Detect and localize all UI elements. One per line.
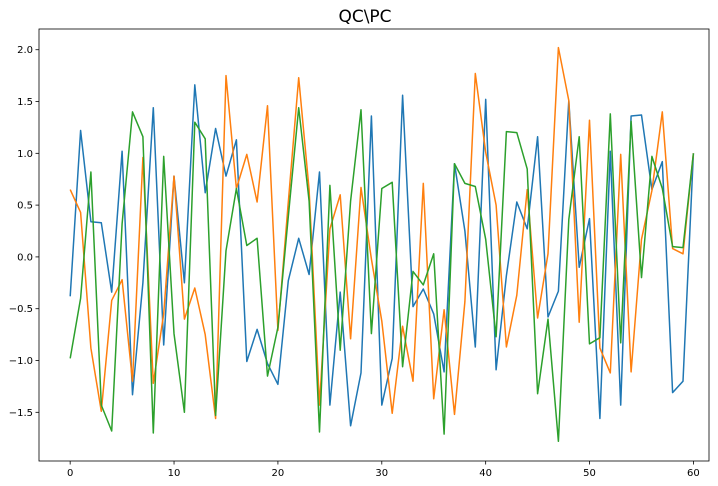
- series-lines: [69, 46, 695, 443]
- y-tick-label: −0.5: [9, 304, 33, 315]
- series-line-2: [69, 46, 695, 420]
- x-tick-label: 20: [272, 468, 285, 479]
- y-tick-label: 0.0: [17, 252, 33, 263]
- x-tick-label: 40: [479, 468, 492, 479]
- y-tick-label: −1.0: [9, 356, 33, 367]
- x-tick-label: 30: [375, 468, 388, 479]
- x-axis: 0 10 20 30 40 50 60: [67, 461, 700, 479]
- x-tick-label: 10: [168, 468, 181, 479]
- x-tick-label: 60: [687, 468, 700, 479]
- y-tick-label: −1.5: [9, 408, 33, 419]
- plot-frame: [38, 28, 710, 462]
- y-axis: −1.5 −1.0 −0.5 0.0 0.5 1.0 1.5 2.0: [9, 45, 39, 419]
- y-tick-label: 2.0: [17, 45, 33, 56]
- y-tick-label: 0.5: [17, 201, 33, 212]
- x-tick-label: 50: [583, 468, 596, 479]
- x-tick-label: 0: [67, 468, 73, 479]
- series-line-3: [69, 106, 695, 443]
- y-tick-label: 1.5: [17, 97, 33, 108]
- y-tick-label: 1.0: [17, 149, 33, 160]
- chart-title: QC\PC: [338, 7, 391, 27]
